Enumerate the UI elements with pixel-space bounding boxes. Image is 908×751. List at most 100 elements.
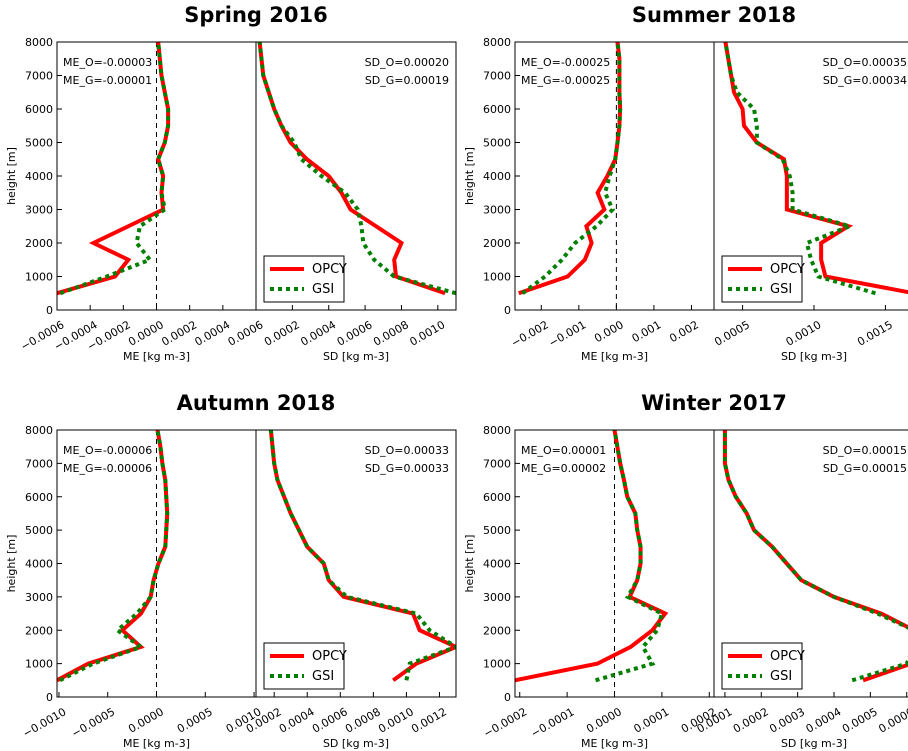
stat-annotation: SD_G=0.00033 bbox=[365, 462, 449, 475]
stat-annotation: ME_G=0.00002 bbox=[521, 462, 606, 475]
y-tick-label: 0 bbox=[46, 691, 53, 704]
y-tick-label: 4000 bbox=[483, 170, 511, 183]
y-tick-label: 0 bbox=[46, 304, 53, 317]
x-tick-label: 0.0000 bbox=[126, 705, 166, 736]
legend-box bbox=[263, 255, 345, 303]
profile-line bbox=[268, 430, 456, 681]
legend-label: OPCY bbox=[312, 649, 347, 664]
stat-annotation: SD_G=0.00015 bbox=[823, 462, 907, 475]
profile-line bbox=[723, 42, 876, 296]
legend-label: GSI bbox=[770, 282, 792, 297]
y-tick-label: 4000 bbox=[25, 170, 53, 183]
legend-label: OPCY bbox=[770, 649, 805, 664]
legend-box bbox=[263, 642, 345, 690]
y-axis-label: height [m] bbox=[5, 147, 18, 205]
x-tick-label: 0.0005 bbox=[175, 705, 215, 736]
y-tick-label: 0 bbox=[504, 304, 511, 317]
x-tick-label: 0.0006 bbox=[876, 705, 908, 736]
y-tick-label: 8000 bbox=[483, 424, 511, 437]
y-tick-label: 4000 bbox=[483, 558, 511, 571]
x-tick-label: 0.0000 bbox=[126, 318, 166, 349]
y-tick-label: 4000 bbox=[25, 558, 53, 571]
y-tick-label: 7000 bbox=[25, 457, 53, 470]
y-tick-label: 5000 bbox=[25, 137, 53, 150]
x-tick-label: 0.0004 bbox=[298, 318, 338, 349]
stat-annotation: ME_G=-0.00006 bbox=[63, 462, 152, 475]
x-tick-label: 0.0005 bbox=[712, 318, 752, 349]
x-tick-label: −0.002 bbox=[509, 318, 551, 350]
y-tick-label: 7000 bbox=[483, 70, 511, 83]
y-tick-label: 2000 bbox=[483, 624, 511, 637]
profile-line bbox=[722, 430, 908, 683]
x-tick-label: −0.0001 bbox=[529, 705, 577, 740]
stat-annotation: ME_O=0.00001 bbox=[521, 444, 606, 457]
profile-line bbox=[257, 42, 456, 296]
panel-title: Summer 2018 bbox=[632, 3, 796, 27]
x-axis-label: SD [kg m-3] bbox=[781, 737, 847, 750]
y-axis-label: height [m] bbox=[463, 147, 476, 205]
y-tick-label: 2000 bbox=[25, 237, 53, 250]
x-tick-label: 0.002 bbox=[667, 318, 701, 345]
x-tick-label: 0.0004 bbox=[804, 705, 844, 736]
x-tick-label: 0.0004 bbox=[192, 318, 232, 349]
x-tick-label: −0.001 bbox=[547, 318, 589, 350]
y-tick-label: 3000 bbox=[483, 591, 511, 604]
x-tick-label: 0.0010 bbox=[407, 318, 447, 349]
x-tick-label: 0.000 bbox=[592, 318, 626, 345]
x-tick-label: 0.0004 bbox=[277, 705, 317, 736]
x-axis-label: ME [kg m-3] bbox=[123, 350, 190, 363]
panel-title: Winter 2017 bbox=[641, 391, 787, 415]
x-axis-label: SD [kg m-3] bbox=[323, 737, 389, 750]
x-tick-label: 0.0003 bbox=[767, 705, 807, 736]
stat-annotation: SD_O=0.00020 bbox=[365, 56, 449, 69]
y-tick-label: 3000 bbox=[25, 204, 53, 217]
y-tick-label: 1000 bbox=[25, 658, 53, 671]
legend-label: GSI bbox=[312, 282, 334, 297]
axes-frame bbox=[713, 429, 908, 698]
stat-annotation: ME_O=-0.00006 bbox=[63, 444, 152, 457]
panel-title: Spring 2016 bbox=[184, 3, 327, 27]
axes-frame bbox=[713, 41, 908, 311]
profile-line bbox=[59, 430, 170, 683]
x-tick-label: 0.0006 bbox=[226, 318, 266, 349]
y-tick-label: 2000 bbox=[25, 624, 53, 637]
profile-line bbox=[521, 42, 623, 295]
x-tick-label: 0.0010 bbox=[784, 318, 824, 349]
x-tick-label: −0.0002 bbox=[481, 705, 529, 740]
y-tick-label: 7000 bbox=[483, 457, 511, 470]
legend-label: OPCY bbox=[312, 262, 347, 277]
stat-annotation: ME_O=-0.00025 bbox=[521, 56, 610, 69]
panel-title: Autumn 2018 bbox=[177, 391, 336, 415]
x-tick-label: 0.0015 bbox=[855, 318, 895, 349]
x-tick-label: 0.0000 bbox=[584, 705, 624, 736]
x-tick-label: 0.0002 bbox=[731, 705, 771, 736]
y-tick-label: 6000 bbox=[25, 103, 53, 116]
y-tick-label: 8000 bbox=[483, 36, 511, 49]
y-tick-label: 1000 bbox=[483, 658, 511, 671]
x-axis-label: ME [kg m-3] bbox=[581, 737, 648, 750]
stat-annotation: SD_G=0.00034 bbox=[823, 74, 907, 87]
x-axis-label: ME [kg m-3] bbox=[123, 737, 190, 750]
profile-line bbox=[57, 42, 171, 296]
x-tick-label: 0.0010 bbox=[376, 705, 416, 736]
x-axis-label: SD [kg m-3] bbox=[323, 350, 389, 363]
x-tick-label: 0.0001 bbox=[632, 705, 672, 736]
y-tick-label: 5000 bbox=[483, 137, 511, 150]
profile-line bbox=[518, 42, 623, 296]
legend-box bbox=[721, 255, 803, 303]
y-tick-label: 6000 bbox=[25, 491, 53, 504]
x-tick-label: 0.0005 bbox=[840, 705, 880, 736]
x-tick-label: 0.0006 bbox=[335, 318, 375, 349]
axes-frame bbox=[255, 429, 457, 698]
x-axis-label: SD [kg m-3] bbox=[781, 350, 847, 363]
legend-label: GSI bbox=[770, 669, 792, 684]
x-tick-label: 0.0002 bbox=[159, 318, 199, 349]
x-tick-label: 0.0012 bbox=[409, 705, 449, 736]
legend-box bbox=[721, 642, 803, 690]
profile-line bbox=[594, 430, 665, 683]
y-tick-label: 5000 bbox=[483, 524, 511, 537]
y-tick-label: 8000 bbox=[25, 36, 53, 49]
y-tick-label: 1000 bbox=[25, 271, 53, 284]
x-tick-label: 0.0006 bbox=[310, 705, 350, 736]
